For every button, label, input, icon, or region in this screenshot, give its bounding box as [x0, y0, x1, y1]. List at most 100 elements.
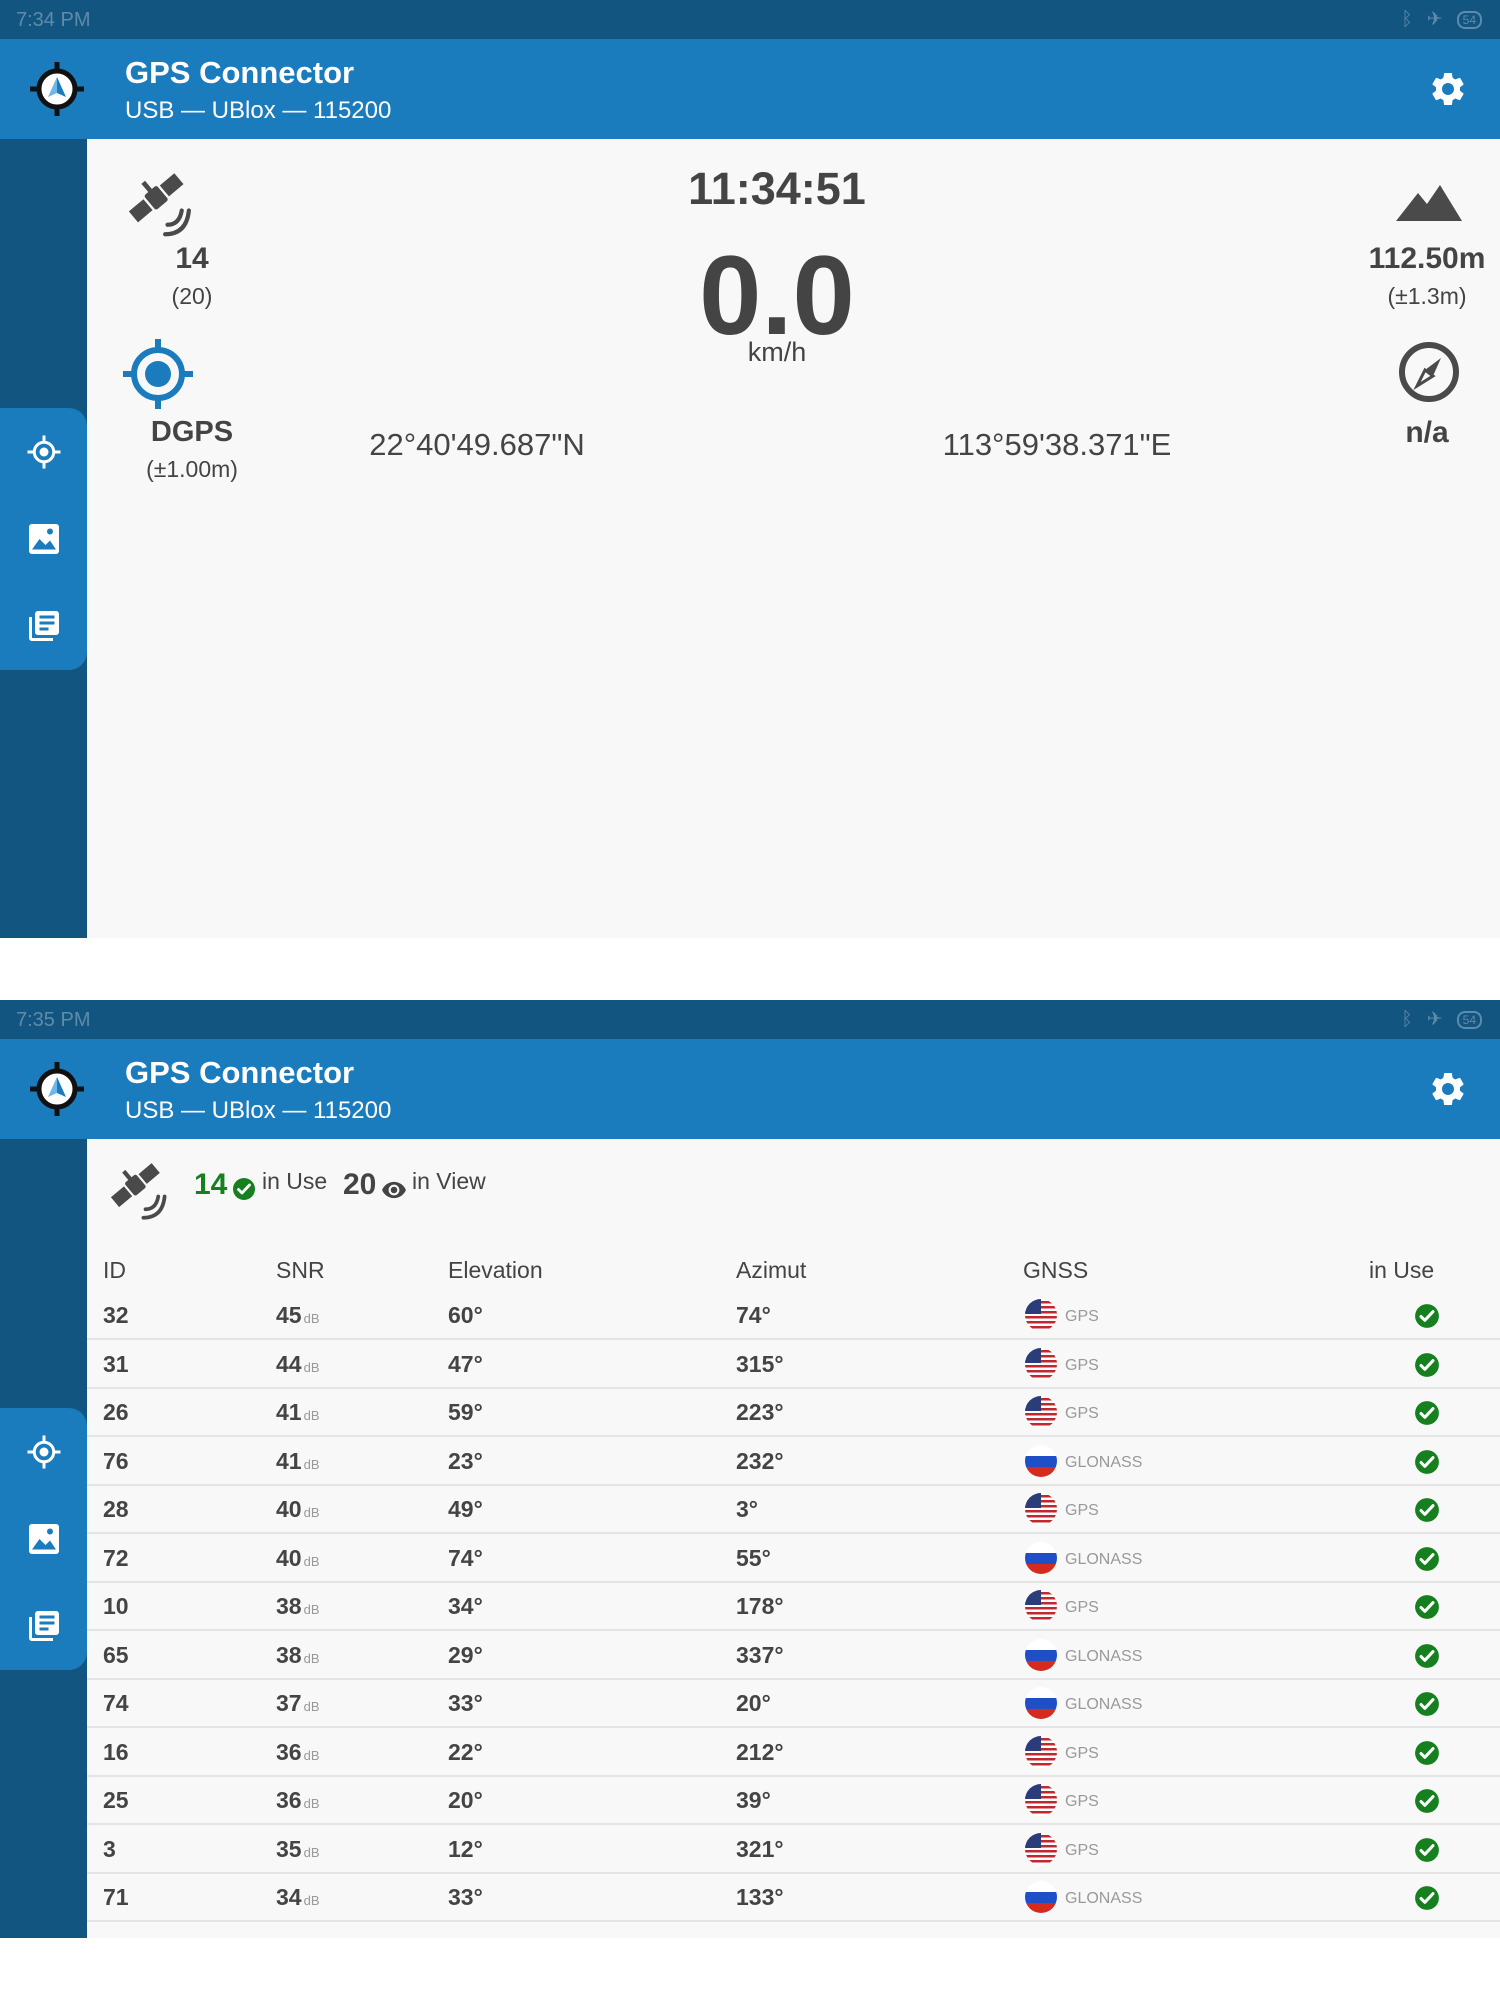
- table-row[interactable]: 25 36 dB 20° 39° GPS: [87, 1777, 1500, 1825]
- sat-azimuth: 337°: [736, 1641, 784, 1668]
- sat-gnss: GPS: [1065, 1599, 1099, 1616]
- dashboard-content: 14 (20) DGPS (±1.00m) 11:34:51 0.0 km/h …: [87, 139, 1500, 938]
- col-gnss[interactable]: GNSS: [1023, 1257, 1089, 1283]
- sat-snr: 40 dB: [276, 1496, 320, 1523]
- table-row[interactable]: 74 37 dB 33° 20° GLONASS: [87, 1680, 1500, 1728]
- usa-flag-icon: [1025, 1784, 1057, 1816]
- table-row[interactable]: 32 45 dB 60° 74° GPS: [87, 1292, 1500, 1340]
- snr-value: 36: [276, 1738, 302, 1765]
- col-in-use[interactable]: in Use: [1369, 1257, 1435, 1283]
- battery-icon: 54: [1456, 10, 1482, 29]
- status-icons: ᛒ ✈ 54: [1401, 1008, 1482, 1031]
- nav-location-button[interactable]: [22, 1430, 66, 1474]
- sat-azimuth: 20°: [736, 1690, 771, 1716]
- table-row[interactable]: 65 38 dB 29° 337° GLONASS: [87, 1632, 1500, 1680]
- sat-azimuth: 212°: [736, 1738, 784, 1765]
- in-view-label: in View: [412, 1168, 486, 1194]
- nav-location-button[interactable]: [22, 430, 66, 474]
- status-icons: ᛒ ✈ 54: [1401, 8, 1482, 31]
- snr-unit: dB: [303, 1359, 320, 1375]
- gps-fix-icon: [123, 339, 193, 409]
- dashboard-screen: 7:34 PM ᛒ ✈ 54 GPS Connector USB — UBlox…: [0, 0, 1500, 938]
- sat-gnss: GPS: [1065, 1744, 1099, 1762]
- table-row[interactable]: 26 41 dB 59° 223° GPS: [87, 1389, 1500, 1437]
- connection-subtitle: USB — UBlox — 115200: [125, 1097, 392, 1124]
- sat-id: 10: [103, 1593, 129, 1619]
- sat-elevation: 12°: [448, 1835, 483, 1862]
- usa-flag-icon: [1025, 1493, 1057, 1525]
- sat-id: 74: [103, 1690, 129, 1716]
- in-use-count: 14: [194, 1168, 228, 1201]
- app-bar: GPS Connector USB — UBlox — 115200: [0, 1039, 1500, 1139]
- satellite-icon: [103, 1154, 171, 1222]
- col-id[interactable]: ID: [103, 1257, 126, 1283]
- sat-snr: 45 dB: [276, 1302, 320, 1329]
- sat-snr: 40 dB: [276, 1545, 320, 1572]
- sat-elevation: 22°: [448, 1738, 483, 1765]
- sat-elevation: 59°: [448, 1399, 483, 1425]
- sat-id: 28: [103, 1496, 129, 1522]
- sat-gnss: GPS: [1065, 1308, 1099, 1325]
- sat-gnss: GPS: [1065, 1405, 1099, 1422]
- sat-id: 25: [103, 1787, 129, 1813]
- table-row[interactable]: 76 41 dB 23° 232° GLONASS: [87, 1438, 1500, 1486]
- satellites-content: 14 in Use 20 in View ID SNR Elevation Az…: [87, 1139, 1500, 1938]
- snr-value: 44: [276, 1350, 302, 1377]
- col-snr[interactable]: SNR: [276, 1257, 325, 1283]
- sat-elevation: 34°: [448, 1593, 483, 1619]
- sat-gnss: GPS: [1065, 1841, 1099, 1859]
- snr-value: 41: [276, 1399, 302, 1425]
- side-nav: [0, 408, 87, 670]
- latitude: 22°40'49.687"N: [369, 427, 585, 462]
- snr-unit: dB: [303, 1456, 320, 1472]
- sat-elevation: 29°: [448, 1641, 483, 1668]
- table-row[interactable]: 10 38 dB 34° 178° GPS: [87, 1583, 1500, 1631]
- sat-azimuth: 321°: [736, 1835, 784, 1862]
- snr-unit: dB: [303, 1311, 320, 1326]
- fix-type: DGPS: [150, 416, 234, 448]
- nav-list-button[interactable]: [22, 604, 66, 648]
- in-use-check-icon: [1414, 1643, 1440, 1669]
- airplane-icon: ✈: [1426, 1009, 1443, 1030]
- sat-id: 76: [103, 1447, 129, 1474]
- sat-id: 72: [103, 1544, 129, 1571]
- usa-flag-icon: [1025, 1736, 1057, 1768]
- usa-flag-icon: [1025, 1299, 1057, 1331]
- settings-gear-icon[interactable]: [1428, 69, 1468, 109]
- location-target-icon: [26, 434, 62, 470]
- sat-gnss: GLONASS: [1065, 1453, 1143, 1471]
- table-row[interactable]: 31 44 dB 47° 315° GPS: [87, 1341, 1500, 1389]
- satellites-in-use: 14: [175, 242, 209, 275]
- table-row[interactable]: 16 36 dB 22° 212° GPS: [87, 1729, 1500, 1777]
- connection-subtitle: USB — UBlox — 115200: [125, 97, 392, 124]
- sat-elevation: 74°: [448, 1544, 483, 1571]
- nav-image-button[interactable]: [22, 517, 66, 561]
- col-azimuth[interactable]: Azimut: [736, 1257, 807, 1283]
- nav-image-button[interactable]: [22, 1517, 66, 1561]
- snr-unit: dB: [303, 1844, 320, 1860]
- table-row[interactable]: 71 34 dB 33° 133° GLONASS: [87, 1874, 1500, 1922]
- sat-snr: 38 dB: [276, 1593, 320, 1620]
- col-elevation[interactable]: Elevation: [448, 1257, 543, 1283]
- battery-icon: 54: [1456, 1010, 1482, 1029]
- sat-id: 26: [103, 1399, 129, 1425]
- sat-gnss: GLONASS: [1065, 1696, 1143, 1713]
- russia-flag-icon: [1025, 1445, 1057, 1477]
- sat-elevation: 49°: [448, 1496, 483, 1522]
- table-row[interactable]: 72 40 dB 74° 55° GLONASS: [87, 1535, 1500, 1583]
- table-row[interactable]: 3 35 dB 12° 321° GPS: [87, 1826, 1500, 1874]
- compass-icon: [1399, 342, 1459, 402]
- altitude-accuracy: (±1.3m): [1387, 283, 1467, 309]
- bluetooth-icon: ᛒ: [1401, 1008, 1413, 1030]
- sat-gnss: GPS: [1065, 1502, 1099, 1519]
- sat-gnss: GLONASS: [1065, 1647, 1143, 1665]
- table-row[interactable]: 28 40 dB 49° 3° GPS: [87, 1486, 1500, 1534]
- nav-list-button[interactable]: [22, 1604, 66, 1648]
- snr-value: 34: [276, 1884, 302, 1910]
- sat-snr: 34 dB: [276, 1884, 320, 1911]
- app-title: GPS Connector: [125, 55, 355, 90]
- image-icon: [26, 521, 62, 557]
- sat-id: 16: [103, 1738, 129, 1765]
- usa-flag-icon: [1025, 1833, 1057, 1865]
- settings-gear-icon[interactable]: [1428, 1069, 1468, 1109]
